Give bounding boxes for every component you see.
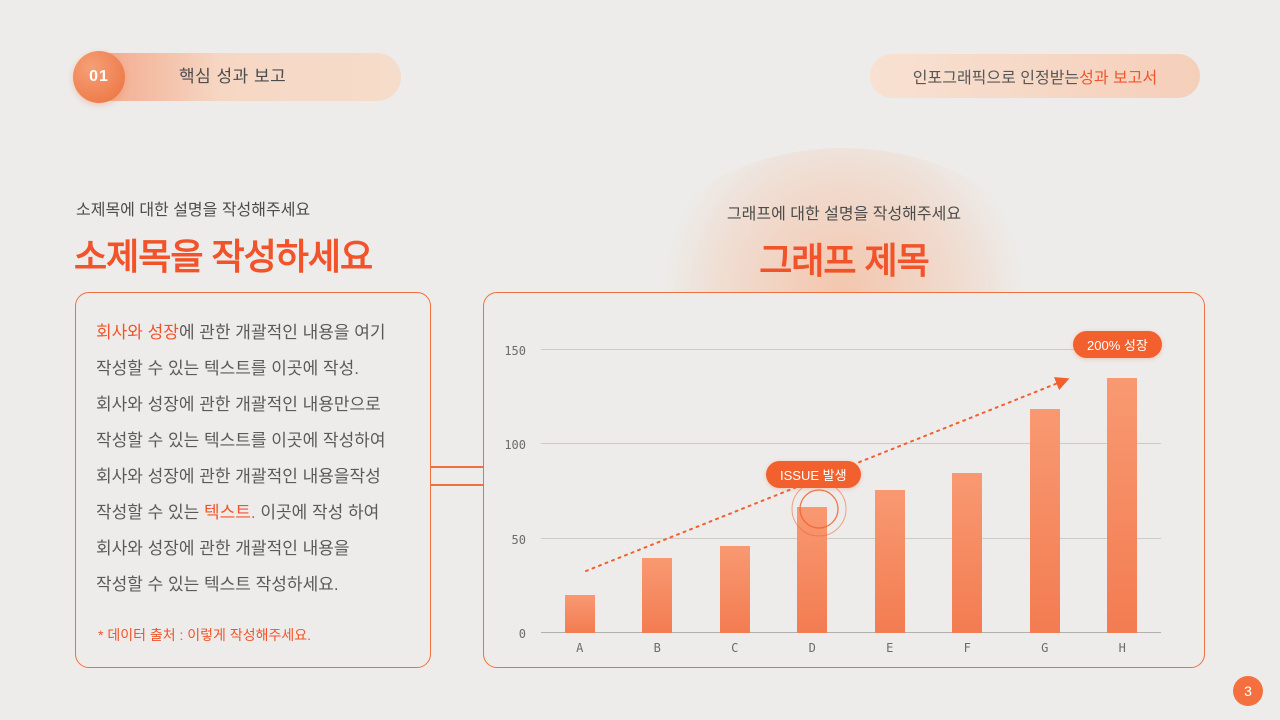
bar-H <box>1107 378 1138 633</box>
bar-column-C <box>696 333 774 633</box>
body-line: 회사와 성장에 관한 개괄적인 내용만으로 <box>96 395 381 414</box>
bar-A <box>564 595 595 633</box>
issue-emphasis-circle-inner <box>799 489 839 529</box>
body-line: 작성할 수 있는 텍스트를 이곳에 작성하여 <box>96 431 386 450</box>
panel-connector-line-top <box>430 466 483 468</box>
x-tick-label-B: B <box>653 641 661 655</box>
growth-badge: 200% 성장 <box>1073 331 1162 358</box>
panel-connector-line-bottom <box>430 484 483 486</box>
section-pill: 핵심 성과 보고 <box>75 53 401 101</box>
bar-column-H <box>1084 333 1162 633</box>
y-tick-label: 50 <box>511 532 526 547</box>
section-badge-group: 핵심 성과 보고 01 <box>73 51 403 103</box>
x-tick-label-G: G <box>1041 641 1049 655</box>
bar-column-A <box>541 333 619 633</box>
x-tick-label-D: D <box>808 641 816 655</box>
left-caption: 소제목에 대한 설명을 작성해주세요 <box>76 202 311 219</box>
gridline-50 <box>541 537 1161 539</box>
bar-column-G <box>1006 333 1084 633</box>
trendline <box>585 377 1070 572</box>
body-line: 작성할 수 있는 텍스트. 이곳에 작성 하여 <box>96 503 380 522</box>
bar-F <box>952 472 983 633</box>
chart-title: 그래프 제목 <box>759 240 930 281</box>
bars-row <box>541 333 1161 633</box>
bar-column-F <box>929 333 1007 633</box>
left-title: 소제목을 작성하세요 <box>74 236 373 277</box>
y-tick-label: 150 <box>504 344 526 358</box>
body-line: 작성할 수 있는 텍스트를 이곳에 작성. <box>96 359 359 378</box>
gridline-150 <box>541 349 1161 350</box>
x-tick-label-E: E <box>886 641 894 655</box>
tagline-prefix: 인포그래픽으로 인정받는 <box>912 70 1080 87</box>
issue-badge: ISSUE 발생 <box>766 461 861 488</box>
bar-E <box>874 489 905 633</box>
bar-column-E <box>851 333 929 633</box>
tagline-pill: 인포그래픽으로 인정받는 성과 보고서 <box>870 54 1200 98</box>
data-source-note: * 데이터 출처 : 이렇게 작성해주세요. <box>98 627 311 643</box>
bar-column-B <box>619 333 697 633</box>
x-tick-label-A: A <box>576 641 584 655</box>
section-number-badge: 01 <box>73 51 125 103</box>
body-line: 회사와 성장에 관한 개괄적인 내용을 <box>96 539 350 558</box>
gridline-0 <box>541 632 1161 633</box>
body-line: 회사와 성장에 관한 개괄적인 내용을작성 <box>96 467 381 486</box>
y-axis-labels: 0 50 100 150 <box>484 333 534 641</box>
x-tick-label-C: C <box>731 641 739 655</box>
section-label: 핵심 성과 보고 <box>179 67 287 86</box>
y-tick-label: 0 <box>518 627 526 641</box>
chart-panel: 0 50 100 150 A B C D E F G H 200% 성장 ISSUE 발생 <box>483 292 1205 668</box>
y-tick-label: 100 <box>504 438 526 453</box>
tagline-highlight: 성과 보고서 <box>1079 70 1158 87</box>
growth-badge-label: 200% 성장 <box>1087 338 1148 353</box>
x-tick-label-F: F <box>963 641 971 655</box>
page-number: 3 <box>1244 683 1252 699</box>
plot-area <box>541 333 1161 633</box>
bar-B <box>642 557 673 633</box>
bar-G <box>1029 408 1060 633</box>
body-line: 회사와 성장에 관한 개괄적인 내용을 여기 <box>96 323 386 342</box>
gridline-100 <box>541 443 1161 445</box>
issue-badge-label: ISSUE 발생 <box>780 468 847 483</box>
x-tick-label-H: H <box>1118 641 1126 655</box>
body-line: 작성할 수 있는 텍스트 작성하세요. <box>96 575 339 594</box>
page-number-badge: 3 <box>1233 676 1263 706</box>
bar-C <box>719 546 750 633</box>
section-number: 01 <box>89 68 109 85</box>
x-axis-labels: A B C D E F G H <box>541 641 1161 655</box>
chart-caption: 그래프에 대한 설명을 작성해주세요 <box>726 206 962 223</box>
